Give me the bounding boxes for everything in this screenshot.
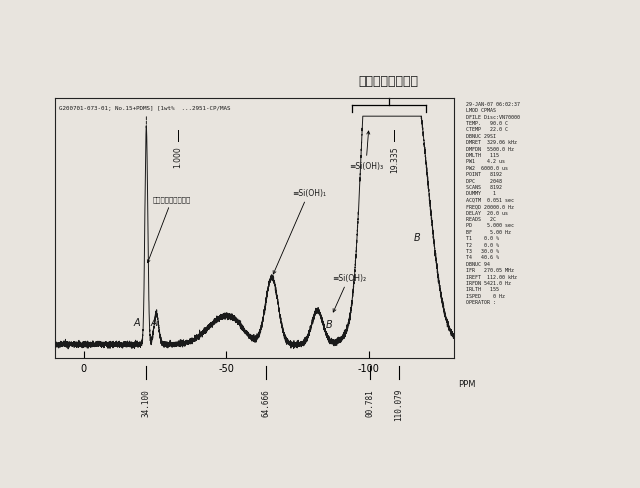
Text: A: A	[150, 318, 157, 327]
Text: ≡Si(OH)₂: ≡Si(OH)₂	[332, 273, 366, 312]
Text: コロイダルシリカ: コロイダルシリカ	[359, 75, 419, 88]
Text: 110.079: 110.079	[394, 388, 403, 420]
Text: 19.335: 19.335	[390, 146, 399, 173]
Text: G200701-073-01; No.15+PDMS] [1wt%  ...2951-CP/MAS: G200701-073-01; No.15+PDMS] [1wt% ...295…	[59, 105, 230, 110]
Text: 34.100: 34.100	[142, 388, 151, 416]
Text: PPM: PPM	[458, 379, 476, 388]
Text: B: B	[414, 233, 420, 243]
Text: ≡Si(OH)₃: ≡Si(OH)₃	[349, 132, 383, 171]
Text: 1.000: 1.000	[173, 146, 182, 168]
Text: ポリジメチルシラン: ポリジメチルシラン	[147, 196, 191, 263]
Text: 29-JAN-07 06:02:37
LMOD CPMAS
DFILE Disc:VN70000
TEMP.   90.0 C
CTEMP   22.0 C
D: 29-JAN-07 06:02:37 LMOD CPMAS DFILE Disc…	[467, 102, 520, 305]
Text: A: A	[133, 318, 140, 327]
Text: B: B	[326, 320, 332, 330]
Text: ≡Si(OH)₁: ≡Si(OH)₁	[273, 188, 326, 274]
Text: 00.781: 00.781	[365, 388, 375, 416]
Text: 64.666: 64.666	[262, 388, 271, 416]
